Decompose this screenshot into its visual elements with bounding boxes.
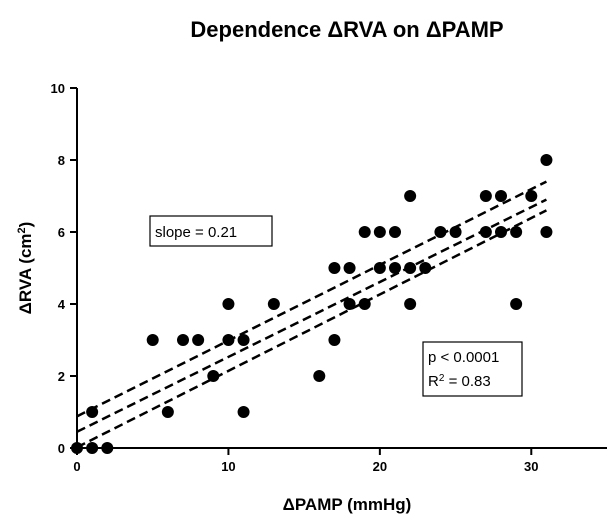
r-squared-superscript: 2 (439, 373, 445, 384)
data-point (434, 226, 447, 238)
data-point (449, 226, 462, 238)
data-point (192, 334, 205, 346)
upper-ci-line (76, 180, 547, 418)
data-point (479, 226, 492, 238)
data-point (358, 226, 371, 238)
x-tick-label: 0 (73, 459, 80, 474)
data-point (404, 262, 417, 274)
data-point (328, 334, 341, 346)
data-point (207, 370, 220, 382)
data-point (101, 442, 114, 454)
y-axis-label-end: ) (16, 222, 35, 228)
r-squared-end: = 0.83 (444, 373, 490, 390)
data-point (495, 190, 507, 202)
stats-annotation: p < 0.0001 R2 = 0.83 (422, 341, 523, 397)
data-point (161, 406, 174, 418)
data-point (389, 262, 401, 274)
data-point (237, 406, 250, 418)
data-point (540, 226, 553, 238)
data-point (419, 262, 432, 274)
y-tick-label: 10 (51, 81, 65, 96)
y-axis-label-superscript: 2 (16, 227, 28, 233)
data-point (404, 190, 417, 202)
data-point (71, 442, 83, 454)
data-point (267, 298, 280, 310)
data-point (343, 298, 356, 310)
data-point (389, 226, 401, 238)
lower-ci-line (76, 209, 547, 449)
x-tick-label: 30 (524, 459, 538, 474)
data-point (510, 226, 523, 238)
data-point (86, 406, 99, 418)
data-point (540, 154, 553, 166)
chart-title: Dependence ΔRVA on ΔPAMP (190, 17, 503, 42)
data-point (313, 370, 326, 382)
data-point (146, 334, 159, 346)
data-point (479, 190, 492, 202)
data-point (222, 334, 235, 346)
y-tick-label: 6 (58, 225, 65, 240)
axes (76, 88, 607, 449)
data-point (237, 334, 250, 346)
y-tick-label: 0 (58, 441, 65, 456)
x-tick-label: 10 (221, 459, 235, 474)
data-point (177, 334, 189, 346)
fit-line (76, 198, 547, 433)
pvalue-text: p < 0.0001 (428, 349, 499, 366)
ticks: 0 10 20 30 0 2 4 6 8 10 (51, 81, 539, 474)
y-axis-label: ΔRVA (cm2) (16, 222, 35, 315)
y-axis-label-main: ΔRVA (cm (16, 233, 35, 314)
y-tick-label: 8 (58, 153, 65, 168)
data-point (86, 442, 99, 454)
slope-annotation: slope = 0.21 (149, 215, 273, 247)
x-tick-label: 20 (373, 459, 387, 474)
r-squared-main: R (428, 373, 439, 390)
data-point (343, 262, 356, 274)
y-tick-label: 2 (58, 369, 65, 384)
data-point (222, 298, 235, 310)
slope-text: slope = 0.21 (155, 224, 237, 241)
data-point (373, 262, 386, 274)
x-axis-label: ΔPAMP (mmHg) (283, 495, 412, 514)
regression-lines (76, 180, 547, 449)
data-point (328, 262, 341, 274)
r-squared-text: R2 = 0.83 (428, 373, 491, 391)
slope-box (149, 215, 273, 247)
data-point (510, 298, 523, 310)
stats-box (422, 341, 523, 397)
y-tick-label: 4 (58, 297, 66, 312)
data-point (525, 190, 538, 202)
data-point (358, 298, 371, 310)
data-point (404, 298, 417, 310)
data-point (495, 226, 507, 238)
data-point (373, 226, 386, 238)
data-points (71, 154, 553, 454)
